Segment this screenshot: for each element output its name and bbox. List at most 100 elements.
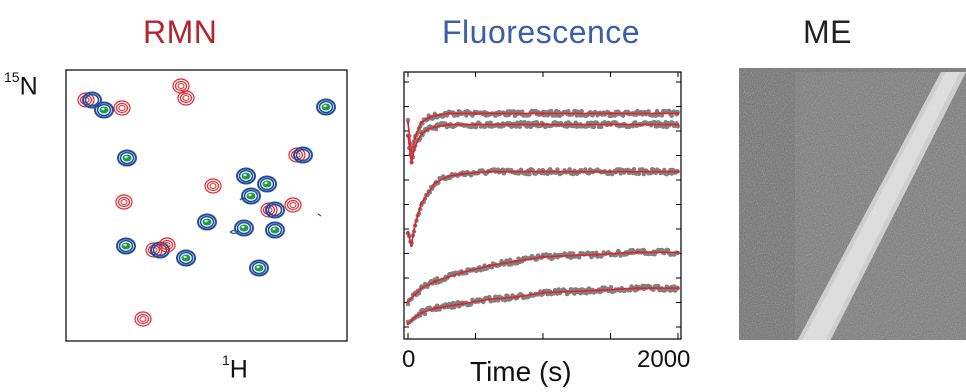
nmr-peak bbox=[204, 178, 222, 194]
nmr-peak bbox=[116, 237, 136, 255]
series-point bbox=[447, 123, 450, 127]
data-point bbox=[567, 167, 572, 172]
nmr-peaks bbox=[77, 78, 336, 327]
data-point bbox=[405, 117, 411, 123]
data-point bbox=[434, 303, 440, 308]
nmr-peak bbox=[177, 90, 195, 106]
data-point bbox=[522, 120, 527, 125]
series-point bbox=[676, 112, 680, 115]
nmr-peak bbox=[260, 201, 285, 219]
series-point bbox=[406, 134, 410, 138]
series-point bbox=[420, 121, 423, 124]
series-point bbox=[447, 174, 450, 178]
series-point bbox=[420, 311, 423, 315]
fit-curve bbox=[407, 170, 678, 246]
em-micrograph bbox=[739, 68, 966, 340]
data-point bbox=[555, 167, 560, 172]
series-point bbox=[406, 230, 410, 234]
series-point bbox=[413, 293, 417, 297]
nmr-peak bbox=[316, 98, 336, 116]
series-point bbox=[413, 136, 417, 140]
fit-curve bbox=[407, 112, 678, 154]
series-point bbox=[413, 315, 417, 319]
nmr-peak bbox=[158, 237, 176, 253]
data-point bbox=[524, 124, 530, 129]
nmr-peak bbox=[115, 194, 133, 210]
series-point bbox=[447, 112, 450, 115]
series-point bbox=[420, 286, 423, 290]
series-point bbox=[406, 121, 410, 124]
fluorescence-series bbox=[405, 108, 680, 326]
series-point bbox=[460, 172, 464, 176]
data-point bbox=[608, 284, 614, 290]
data-point bbox=[659, 113, 665, 118]
nmr-peak bbox=[284, 197, 302, 213]
series-point bbox=[409, 161, 413, 165]
nmr-minor-contour bbox=[317, 213, 322, 217]
fluorescence-trace bbox=[405, 108, 680, 156]
data-point bbox=[405, 301, 411, 307]
series-point bbox=[541, 170, 545, 174]
data-point bbox=[527, 171, 532, 177]
nmr-panel-title: RMN bbox=[143, 14, 218, 50]
nmr-peak bbox=[117, 149, 137, 167]
data-point bbox=[488, 120, 493, 125]
series-point bbox=[413, 224, 417, 227]
data-point bbox=[591, 124, 597, 130]
series-point bbox=[433, 125, 437, 129]
x-axis-title: Time (s) bbox=[470, 356, 572, 387]
data-point bbox=[566, 109, 571, 114]
data-point bbox=[656, 283, 661, 289]
series-point bbox=[487, 297, 491, 301]
nmr-peak bbox=[265, 221, 285, 239]
series-point bbox=[420, 132, 423, 136]
series-point bbox=[474, 123, 477, 127]
series-point bbox=[474, 112, 477, 115]
series-point bbox=[514, 259, 518, 263]
series-point bbox=[409, 244, 413, 248]
nmr-peak bbox=[257, 175, 277, 193]
fluorescence-trace bbox=[405, 283, 680, 326]
series-point bbox=[426, 127, 430, 131]
data-point bbox=[517, 124, 522, 129]
data-point bbox=[652, 119, 657, 125]
data-point bbox=[568, 255, 574, 261]
data-point bbox=[579, 108, 584, 114]
data-point bbox=[507, 257, 513, 263]
fluorescence-trace bbox=[405, 119, 680, 165]
series-point bbox=[433, 280, 437, 283]
x-tick-label-start: 0 bbox=[402, 346, 416, 373]
series-point bbox=[514, 295, 518, 299]
series-point bbox=[676, 250, 680, 254]
series-point bbox=[460, 302, 464, 306]
series-point bbox=[541, 255, 545, 259]
nmr-peak bbox=[176, 249, 196, 267]
fit-curve bbox=[407, 123, 678, 163]
data-point bbox=[534, 120, 539, 125]
data-point bbox=[636, 171, 642, 177]
x-tick-label-end: 2000 bbox=[637, 346, 691, 373]
series-point bbox=[426, 116, 430, 120]
series-point bbox=[487, 170, 491, 174]
series-point bbox=[541, 123, 545, 127]
data-point bbox=[455, 113, 461, 118]
data-point bbox=[422, 311, 428, 317]
nmr-peak bbox=[236, 167, 256, 185]
series-point bbox=[406, 300, 410, 303]
data-point bbox=[578, 291, 583, 296]
em-panel-title: ME bbox=[803, 14, 852, 50]
data-point bbox=[633, 120, 638, 125]
nmr-peak bbox=[134, 311, 152, 327]
series-point bbox=[413, 145, 417, 149]
nmr-peak bbox=[249, 259, 269, 277]
data-point bbox=[598, 124, 604, 130]
nmr-spectrum-frame bbox=[65, 69, 348, 342]
nmr-peak bbox=[94, 101, 114, 119]
nmr-x-axis-label: 1H bbox=[222, 352, 248, 384]
data-point bbox=[577, 255, 582, 260]
series-point bbox=[541, 112, 545, 115]
nmr-peak bbox=[241, 187, 261, 205]
fluorescence-trace bbox=[405, 247, 680, 307]
series-point bbox=[609, 112, 612, 115]
nmr-peak bbox=[113, 100, 131, 116]
